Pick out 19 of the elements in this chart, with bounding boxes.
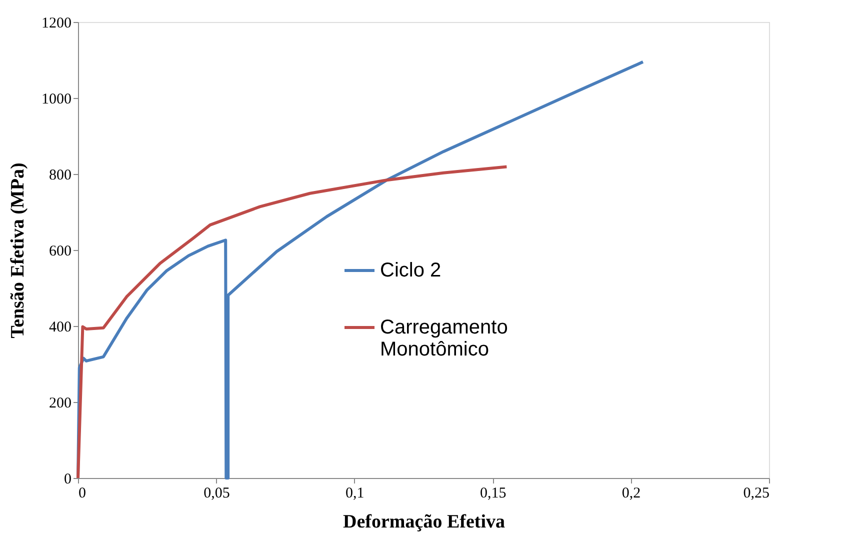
line-series — [76, 165, 508, 480]
x-axis-title: Deformação Efetiva — [343, 512, 506, 532]
y-tick-label: 400 — [49, 320, 72, 336]
legend-label: Ciclo 2 — [380, 260, 442, 282]
x-tick-label: 0,1 — [346, 486, 364, 502]
y-tick-label: 0 — [64, 472, 72, 488]
y-tick-label: 600 — [49, 244, 72, 260]
line-series — [76, 60, 644, 480]
y-tick-label: 200 — [49, 396, 72, 412]
x-tick-label: 0,2 — [622, 486, 641, 502]
x-tick-label: 0,15 — [480, 486, 506, 502]
x-tick-label: 0,25 — [743, 486, 770, 502]
y-tick-label: 800 — [49, 168, 72, 184]
x-tick-label: 0,05 — [204, 486, 230, 502]
legend-label: Carregamento Monotômico — [380, 316, 508, 360]
x-tick-label: 0 — [78, 486, 86, 502]
y-tick-label: 1000 — [42, 92, 72, 108]
y-tick-label: 1200 — [42, 16, 72, 32]
y-axis-title: Tensão Efetiva (MPa) — [8, 162, 28, 338]
